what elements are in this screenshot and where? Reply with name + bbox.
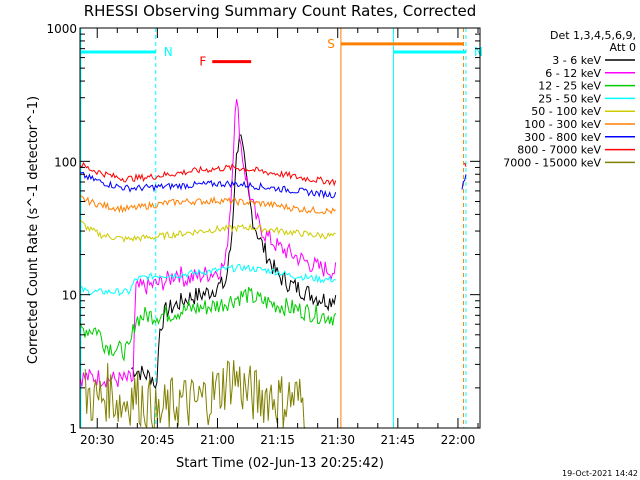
- legend-label-1: 6 - 12 keV: [545, 67, 601, 80]
- y-tick-label: 1: [69, 422, 77, 436]
- x-tick-label: 21:15: [260, 433, 295, 447]
- legend-label-7: 800 - 7000 keV: [517, 144, 601, 157]
- series-4-line: [80, 219, 336, 244]
- legend-label-6: 300 - 800 keV: [524, 131, 601, 144]
- legend-label-5: 100 - 300 keV: [524, 118, 601, 131]
- x-tick-label: 21:45: [381, 433, 416, 447]
- legend-label-2: 12 - 25 keV: [538, 80, 601, 93]
- legend-header-detectors: Det 1,3,4,5,6,9,: [550, 29, 636, 42]
- series-1-line: [80, 99, 337, 388]
- legend-label-8: 7000 - 15000 keV: [503, 156, 601, 169]
- x-tick-label: 21:30: [320, 433, 355, 447]
- plot-frame: [79, 27, 481, 429]
- series-0-line: [131, 134, 337, 390]
- chart-title: RHESSI Observing Summary Count Rates, Co…: [84, 2, 477, 20]
- vertical-markers: [80, 28, 467, 428]
- series-8-line: [84, 360, 306, 428]
- annotation-label-2: F: [199, 55, 206, 69]
- x-tick-label: 21:00: [200, 433, 235, 447]
- legend-label-0: 3 - 6 keV: [552, 54, 601, 67]
- legend-label-4: 50 - 100 keV: [531, 105, 601, 118]
- series-7-line: [80, 161, 467, 187]
- y-tick-label: 1000: [46, 22, 77, 36]
- x-axis-label: Start Time (02-Jun-13 20:25:42): [176, 456, 384, 471]
- y-tick-label: 100: [54, 155, 77, 169]
- y-tick-label: 10: [62, 289, 77, 303]
- annotation-label-0: N: [164, 45, 173, 59]
- annotation-label-1: N: [474, 45, 483, 59]
- series-2-line: [80, 286, 337, 362]
- annotation-bars: N N F S: [80, 37, 483, 69]
- generation-timestamp: 19-Oct-2021 14:42: [562, 469, 638, 478]
- legend-label-3: 25 - 50 keV: [538, 92, 601, 105]
- axes: 1 10 100 1000 20:30 20:45 21:00 21:15 21:30 21:45…: [46, 22, 480, 447]
- annotation-label-3: S: [327, 37, 335, 51]
- series-5-line: [80, 195, 336, 215]
- x-tick-label: 22:00: [441, 433, 476, 447]
- data-series: [80, 99, 467, 428]
- series-6-line: [80, 171, 467, 200]
- x-tick-label: 20:30: [80, 433, 115, 447]
- legend-header-attenuator: Att 0: [610, 41, 636, 54]
- y-axis-label: Corrected Count Rate (s^-1 detector^-1): [26, 96, 41, 364]
- x-tick-label: 20:45: [140, 433, 175, 447]
- series-3-line: [80, 263, 336, 297]
